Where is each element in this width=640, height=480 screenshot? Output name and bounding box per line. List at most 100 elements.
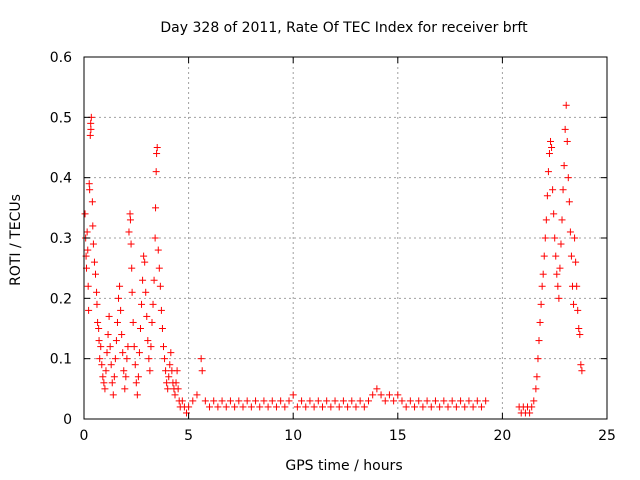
y-axis-label: ROTI / TECUs bbox=[8, 194, 24, 286]
data-point bbox=[185, 403, 193, 411]
data-point bbox=[84, 282, 92, 290]
data-point bbox=[457, 397, 465, 405]
data-point bbox=[281, 403, 289, 411]
x-tick-label: 25 bbox=[598, 428, 616, 444]
data-point bbox=[133, 391, 141, 399]
data-point bbox=[423, 397, 431, 405]
x-tick-label: 0 bbox=[80, 428, 89, 444]
data-point bbox=[577, 361, 585, 369]
data-point bbox=[163, 379, 171, 387]
data-point bbox=[128, 288, 136, 296]
data-point bbox=[540, 252, 548, 260]
data-point bbox=[222, 403, 230, 411]
data-point bbox=[164, 385, 172, 393]
data-point bbox=[536, 318, 544, 326]
data-point bbox=[173, 367, 181, 375]
data-point bbox=[543, 192, 551, 200]
data-point bbox=[142, 288, 150, 296]
data-point bbox=[106, 343, 114, 351]
data-point bbox=[89, 240, 97, 248]
data-point bbox=[314, 397, 322, 405]
data-point bbox=[559, 186, 567, 194]
data-point bbox=[344, 403, 352, 411]
data-point bbox=[159, 343, 167, 351]
data-point bbox=[92, 270, 100, 278]
data-point bbox=[235, 397, 243, 405]
data-point bbox=[561, 125, 569, 133]
data-point bbox=[108, 379, 116, 387]
data-point bbox=[165, 373, 173, 381]
data-point bbox=[381, 397, 389, 405]
x-tick-label: 15 bbox=[389, 428, 407, 444]
data-point bbox=[532, 385, 540, 393]
data-point bbox=[138, 300, 146, 308]
data-point bbox=[552, 252, 560, 260]
data-point bbox=[545, 150, 553, 158]
data-point bbox=[167, 349, 175, 357]
y-tick-label: 0.2 bbox=[50, 291, 72, 307]
data-point bbox=[411, 403, 419, 411]
data-point bbox=[145, 355, 153, 363]
data-point bbox=[117, 306, 125, 314]
data-point bbox=[554, 282, 562, 290]
axis-ticks: 0 5 10 15 20 25 0 0.1 0.2 0.3 0.4 0.5 0.6 bbox=[50, 50, 616, 444]
data-point bbox=[153, 144, 161, 151]
data-point bbox=[551, 234, 559, 242]
data-point bbox=[183, 409, 191, 417]
data-point bbox=[206, 403, 214, 411]
data-point bbox=[526, 409, 534, 417]
data-point bbox=[123, 355, 131, 363]
data-point bbox=[98, 361, 106, 369]
data-point bbox=[210, 397, 218, 405]
data-point bbox=[573, 282, 581, 290]
data-point bbox=[431, 397, 439, 405]
data-point bbox=[94, 318, 102, 326]
data-point bbox=[398, 397, 406, 405]
data-point bbox=[436, 403, 444, 411]
data-point bbox=[149, 300, 157, 308]
data-point bbox=[129, 318, 137, 326]
data-point bbox=[563, 137, 571, 145]
data-point bbox=[544, 168, 552, 176]
data-point bbox=[477, 403, 485, 411]
data-point bbox=[97, 343, 105, 351]
data-point bbox=[189, 397, 197, 405]
data-point bbox=[268, 397, 276, 405]
data-point bbox=[93, 288, 101, 296]
chart-title: Day 328 of 2011, Rate Of TEC Index for r… bbox=[160, 20, 528, 36]
data-point bbox=[131, 361, 139, 369]
data-point bbox=[558, 216, 566, 224]
data-point bbox=[550, 210, 558, 218]
data-point bbox=[84, 246, 92, 254]
data-point bbox=[565, 198, 573, 206]
data-points bbox=[81, 101, 586, 417]
data-point bbox=[567, 252, 575, 260]
data-point bbox=[272, 403, 280, 411]
data-point bbox=[161, 355, 169, 363]
data-point bbox=[166, 361, 174, 369]
data-point bbox=[102, 367, 110, 375]
data-point bbox=[310, 403, 318, 411]
data-point bbox=[264, 403, 272, 411]
data-point bbox=[482, 397, 490, 405]
data-point bbox=[331, 397, 339, 405]
data-point bbox=[360, 403, 368, 411]
data-point bbox=[198, 367, 206, 375]
data-point bbox=[539, 270, 547, 278]
data-point bbox=[373, 385, 381, 393]
data-point bbox=[293, 403, 301, 411]
data-point bbox=[119, 349, 127, 357]
data-point bbox=[155, 264, 163, 272]
data-point bbox=[113, 318, 121, 326]
data-point bbox=[318, 403, 326, 411]
data-point bbox=[469, 403, 477, 411]
data-point bbox=[115, 294, 123, 302]
data-point bbox=[323, 397, 331, 405]
data-point bbox=[535, 337, 543, 345]
data-point bbox=[406, 397, 414, 405]
data-point bbox=[365, 397, 373, 405]
data-point bbox=[444, 403, 452, 411]
data-point bbox=[150, 276, 158, 284]
data-point bbox=[89, 222, 97, 230]
